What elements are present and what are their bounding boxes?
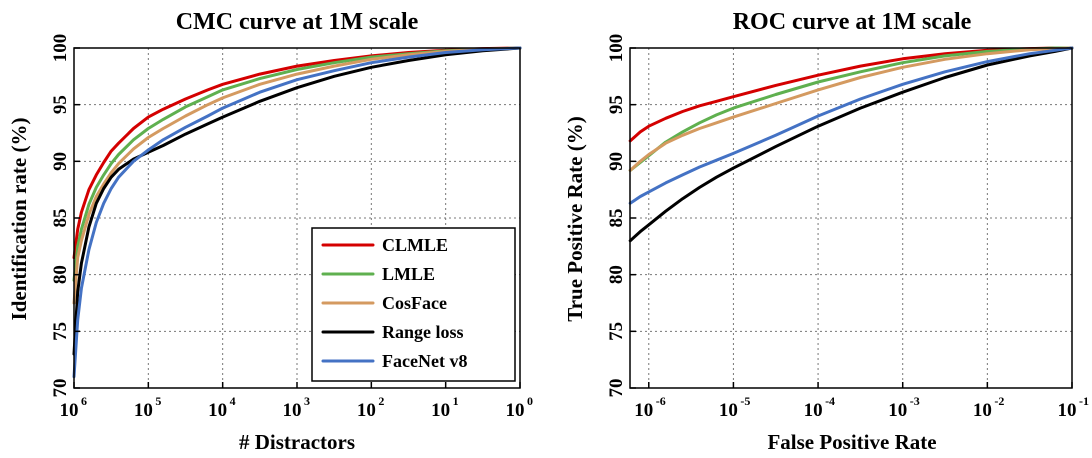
roc-xtick-label-5: 10 -1	[1058, 394, 1090, 421]
roc-xtick-label-3: 10 -3	[888, 394, 920, 421]
cmc-xtick-base-6: 10	[506, 400, 525, 421]
roc-chart: ROC curve at 1M scale False Positive Rat…	[563, 9, 1089, 454]
roc-ytick-label-95: 95	[606, 95, 627, 114]
cmc-xtick-label-0: 10 6	[60, 394, 88, 421]
cmc-xtick-label-5: 10 1	[431, 394, 459, 421]
cmc-xtick-exp-0: 6	[81, 394, 87, 408]
cmc-xtick-exp-3: 3	[304, 394, 310, 408]
legend-label-clmle: CLMLE	[382, 235, 448, 255]
legend-label-facenet-v8: FaceNet v8	[382, 351, 467, 371]
cmc-curves	[72, 46, 522, 379]
cmc-curve-cosface	[72, 46, 522, 305]
roc-ytick-label-100: 100	[606, 34, 627, 63]
roc-xtick-exp-3: -3	[910, 394, 920, 408]
roc-ytick-label-80: 80	[606, 265, 627, 284]
cmc-ytick-label-80: 80	[50, 265, 71, 284]
legend-entry-facenet-v8: FaceNet v8	[321, 351, 467, 371]
roc-xtick-base-1: 10	[719, 400, 738, 421]
cmc-ytick-label-75: 75	[50, 322, 71, 341]
roc-xtick-exp-1: -5	[740, 394, 750, 408]
cmc-xtick-base-0: 10	[60, 400, 79, 421]
cmc-xtick-label-2: 10 4	[208, 394, 236, 421]
cmc-curve-lmle	[72, 46, 522, 282]
legend-entry-lmle: LMLE	[321, 264, 435, 284]
roc-x-axis-label: False Positive Rate	[767, 430, 936, 454]
cmc-xtick-exp-1: 5	[155, 394, 161, 408]
cmc-ytick-label-90: 90	[50, 152, 71, 171]
legend-entry-cosface: CosFace	[321, 293, 447, 313]
roc-xtick-base-2: 10	[804, 400, 823, 421]
cmc-xtick-exp-2: 4	[230, 394, 236, 408]
legend-entry-range-loss: Range loss	[321, 322, 464, 342]
cmc-y-axis-label: Identification rate (%)	[7, 118, 31, 321]
cmc-xtick-label-4: 10 2	[357, 394, 385, 421]
cmc-xtick-exp-4: 2	[378, 394, 384, 408]
cmc-xtick-exp-5: 1	[453, 394, 459, 408]
cmc-curve-range-loss	[72, 46, 522, 356]
roc-plot-frame	[629, 47, 1073, 389]
roc-curves	[628, 46, 1074, 243]
roc-xtick-exp-4: -2	[994, 394, 1004, 408]
roc-xtick-base-4: 10	[973, 400, 992, 421]
roc-curve-facenet-v8	[628, 46, 1074, 205]
roc-xtick-label-1: 10 -5	[719, 394, 751, 421]
cmc-xtick-label-3: 10 3	[283, 394, 311, 421]
roc-xtick-label-0: 10 -6	[634, 394, 666, 421]
cmc-x-axis-label: # Distractors	[239, 430, 355, 454]
legend-entry-clmle: CLMLE	[321, 235, 448, 255]
roc-xtick-exp-5: -1	[1079, 394, 1089, 408]
roc-gridlines	[630, 48, 1072, 388]
cmc-legend: CLMLE LMLE CosFace Range loss FaceNet v8	[311, 227, 516, 382]
cmc-xtick-base-2: 10	[208, 400, 227, 421]
cmc-chart-title: CMC curve at 1M scale	[176, 9, 419, 35]
roc-xtick-exp-0: -6	[656, 394, 666, 408]
cmc-ytick-label-85: 85	[50, 209, 71, 228]
legend-label-range-loss: Range loss	[382, 322, 464, 342]
cmc-ytick-label-95: 95	[50, 95, 71, 114]
cmc-xtick-base-1: 10	[134, 400, 153, 421]
cmc-xtick-base-5: 10	[431, 400, 450, 421]
cmc-xtick-base-4: 10	[357, 400, 376, 421]
roc-ytick-label-90: 90	[606, 152, 627, 171]
roc-y-axis-label: True Positive Rate (%)	[563, 116, 587, 321]
roc-xtick-label-2: 10 -4	[804, 394, 836, 421]
roc-xtick-base-5: 10	[1058, 400, 1077, 421]
roc-curve-lmle	[628, 46, 1074, 172]
cmc-ytick-label-100: 100	[50, 34, 71, 63]
legend-label-cosface: CosFace	[382, 293, 447, 313]
roc-xtick-label-4: 10 -2	[973, 394, 1005, 421]
cmc-curve-facenet-v8	[72, 46, 522, 379]
cmc-xtick-label-6: 10 0	[506, 394, 534, 421]
cmc-xtick-base-3: 10	[283, 400, 302, 421]
legend-label-lmle: LMLE	[382, 264, 435, 284]
roc-xtick-base-0: 10	[634, 400, 653, 421]
cmc-xtick-exp-6: 0	[527, 394, 533, 408]
roc-ytick-label-70: 70	[606, 379, 627, 398]
roc-chart-title: ROC curve at 1M scale	[733, 9, 972, 35]
cmc-ytick-label-70: 70	[50, 379, 71, 398]
roc-xtick-base-3: 10	[888, 400, 907, 421]
roc-ytick-label-85: 85	[606, 209, 627, 228]
cmc-xtick-label-1: 10 5	[134, 394, 162, 421]
cmc-chart: CMC curve at 1M scale # Distractors Iden…	[7, 9, 533, 454]
roc-curve-range-loss	[628, 46, 1074, 243]
roc-curve-cosface	[628, 46, 1074, 172]
roc-ytick-label-75: 75	[606, 322, 627, 341]
roc-xtick-exp-2: -4	[825, 394, 835, 408]
cmc-plot-frame	[73, 47, 521, 389]
